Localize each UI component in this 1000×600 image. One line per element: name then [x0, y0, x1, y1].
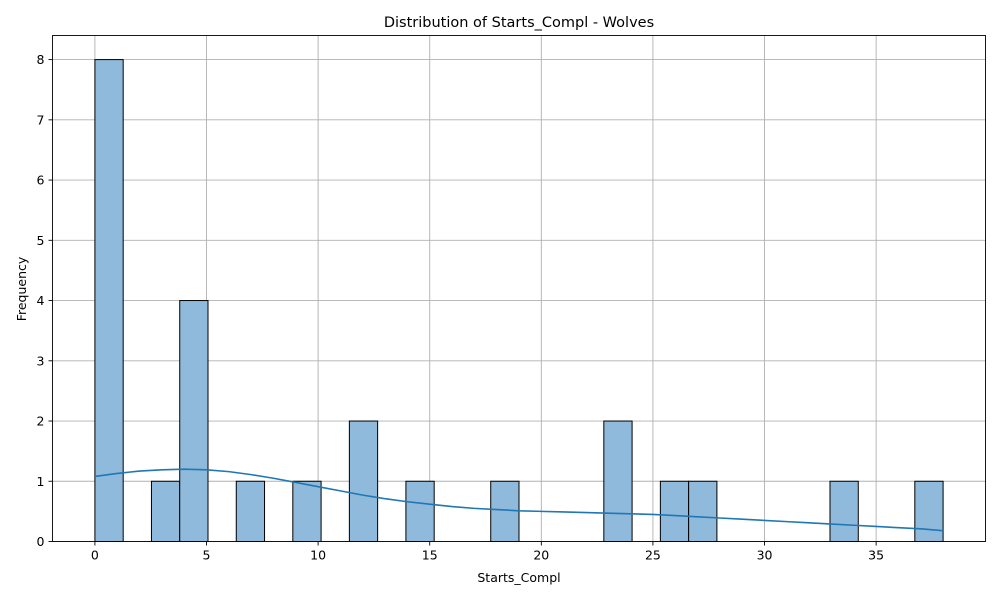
- histogram-bar: [235, 480, 266, 542]
- histogram-bar: [94, 59, 124, 542]
- histogram-bar: [348, 420, 379, 542]
- y-axis-label: Frequency: [14, 256, 29, 321]
- y-tick-label: 7: [37, 112, 45, 127]
- x-tick-label: 30: [757, 548, 773, 563]
- x-tick-label: 5: [203, 548, 211, 563]
- y-tick-label: 6: [37, 173, 45, 188]
- histogram-bar: [179, 300, 209, 542]
- histogram-bar: [603, 420, 633, 542]
- y-tick-label: 3: [37, 353, 45, 368]
- histogram-bar: [292, 480, 322, 542]
- histogram-bar: [405, 480, 435, 542]
- y-tick-label: 4: [37, 293, 45, 308]
- x-tick-label: 15: [422, 548, 438, 563]
- x-tick-label: 20: [533, 548, 549, 563]
- x-axis-ticks: 0 5 10 15 20 25 30 35: [91, 541, 884, 563]
- histogram-bar: [914, 480, 944, 542]
- x-tick-label: 25: [645, 548, 661, 563]
- x-tick-label: 10: [310, 548, 326, 563]
- x-tick-label: 35: [868, 548, 884, 563]
- histogram-bars: [94, 59, 944, 542]
- y-tick-label: 2: [37, 414, 45, 429]
- histogram-bar: [659, 480, 690, 542]
- histogram-bar: [150, 480, 181, 542]
- histogram-bar: [829, 480, 859, 542]
- y-tick-label: 8: [37, 52, 45, 67]
- histogram-bar: [688, 480, 718, 542]
- y-tick-label: 5: [37, 233, 45, 248]
- x-axis-label: Starts_Compl: [477, 570, 560, 585]
- y-tick-label: 1: [37, 474, 45, 489]
- y-axis-ticks: 0 1 2 3 4 5 6 7 8: [37, 52, 53, 549]
- kde-line: [94, 468, 944, 532]
- y-tick-label: 0: [37, 534, 45, 549]
- chart-title: Distribution of Starts_Compl - Wolves: [384, 15, 654, 31]
- plot-frame: [52, 35, 986, 542]
- x-tick-label: 0: [91, 548, 99, 563]
- histogram-bar: [490, 480, 520, 542]
